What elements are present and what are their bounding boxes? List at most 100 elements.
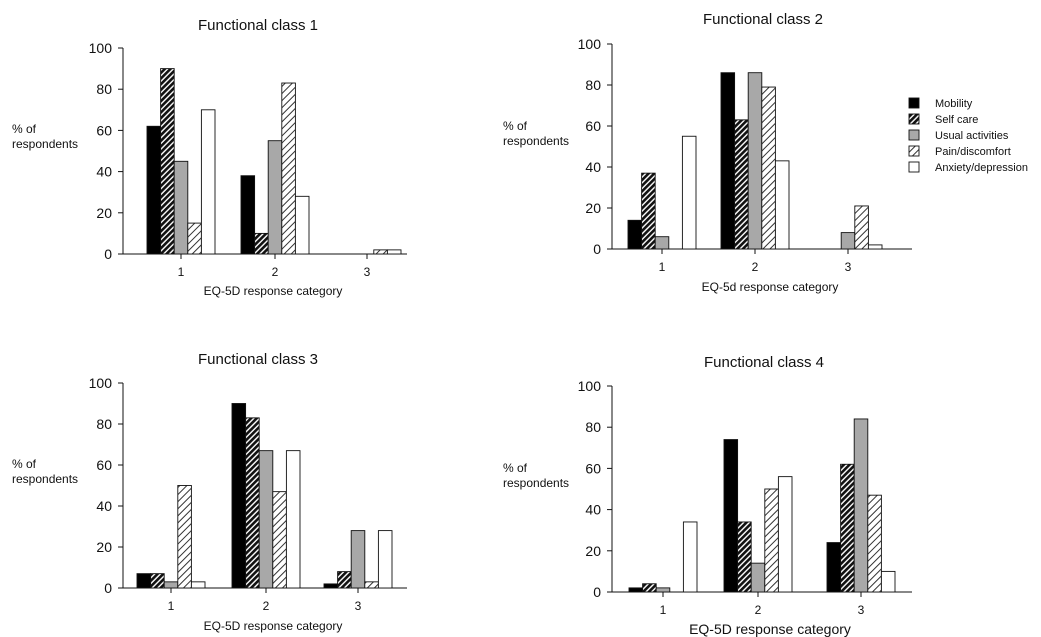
bar-anxiety-depression-cat-3 bbox=[377, 530, 393, 589]
x-tick-label: 3 bbox=[355, 599, 362, 613]
y-tick-label: 60 bbox=[585, 460, 601, 476]
bar-pain-discomfort-cat-3 bbox=[373, 249, 388, 255]
chart-panel-4: Functional class 4 0 20 40 60 80 100 1 2 3 % of res… bbox=[503, 354, 912, 637]
bar-mobility-cat-1 bbox=[627, 219, 643, 250]
bar-pain-discomfort-cat-3 bbox=[364, 581, 379, 589]
x-tick-label: 1 bbox=[659, 260, 666, 274]
bar-self-care-cat-2 bbox=[734, 119, 749, 250]
legend-swatch bbox=[908, 129, 920, 141]
bar-usual-activities-cat-3 bbox=[853, 418, 869, 593]
legend-swatch bbox=[908, 161, 920, 173]
bar-self-care-cat-2 bbox=[254, 232, 269, 255]
bar-anxiety-depression-cat-2 bbox=[774, 160, 790, 250]
bar-pain-discomfort-cat-2 bbox=[272, 491, 287, 589]
bar-anxiety-depression-cat-3 bbox=[880, 570, 896, 593]
y-tick-label: 40 bbox=[585, 159, 601, 175]
legend-label: Usual activities bbox=[935, 130, 1009, 142]
panel-title: Functional class 2 bbox=[703, 11, 823, 28]
x-tick-label: 2 bbox=[272, 265, 279, 279]
x-axis-label: EQ-5D response category bbox=[204, 619, 343, 633]
bar-pain-discomfort-cat-1 bbox=[187, 222, 202, 255]
x-tick-label: 1 bbox=[660, 603, 667, 617]
bar-anxiety-depression-cat-1 bbox=[682, 521, 698, 593]
x-axis-label: EQ-5D response category bbox=[204, 284, 343, 298]
bar-mobility-cat-1 bbox=[146, 125, 162, 255]
bar-anxiety-depression-cat-1 bbox=[200, 109, 216, 255]
x-tick-label: 3 bbox=[845, 260, 852, 274]
legend-label: Anxiety/depression bbox=[935, 162, 1028, 174]
legend-swatch bbox=[908, 97, 920, 109]
y-tick-label: 20 bbox=[585, 543, 601, 559]
bar-anxiety-depression-cat-3 bbox=[386, 249, 402, 255]
bar-self-care-cat-3 bbox=[337, 571, 352, 589]
bar-usual-activities-cat-2 bbox=[750, 562, 766, 593]
y-tick-label: 80 bbox=[96, 416, 112, 432]
y-tick-label: 80 bbox=[585, 77, 601, 93]
panel-title: Functional class 4 bbox=[704, 354, 824, 371]
legend-label: Pain/discomfort bbox=[935, 146, 1011, 158]
y-tick-label: 100 bbox=[89, 40, 113, 56]
y-tick-label: 20 bbox=[96, 539, 112, 555]
x-tick-label: 1 bbox=[178, 265, 185, 279]
bar-usual-activities-cat-2 bbox=[258, 450, 274, 589]
bar-usual-activities-cat-1 bbox=[654, 236, 670, 250]
bar-usual-activities-cat-1 bbox=[655, 587, 671, 593]
bar-anxiety-depression-cat-2 bbox=[294, 195, 310, 255]
panel-title: Functional class 3 bbox=[198, 351, 318, 368]
bar-pain-discomfort-cat-1 bbox=[177, 485, 192, 589]
bar-anxiety-depression-cat-2 bbox=[777, 476, 793, 593]
y-tick-label: 60 bbox=[96, 457, 112, 473]
y-tick-label: 0 bbox=[593, 584, 601, 600]
bar-usual-activities-cat-2 bbox=[267, 140, 283, 255]
legend-swatch bbox=[908, 113, 920, 125]
bar-pain-discomfort-cat-2 bbox=[761, 86, 776, 250]
bar-self-care-cat-1 bbox=[150, 573, 165, 589]
x-axis-label: EQ-5D response category bbox=[689, 621, 851, 637]
bar-self-care-cat-2 bbox=[245, 417, 260, 589]
x-tick-label: 3 bbox=[858, 603, 865, 617]
bar-pain-discomfort-cat-3 bbox=[867, 494, 882, 593]
y-axis-label: % of respondents bbox=[12, 457, 78, 486]
y-tick-label: 0 bbox=[104, 246, 112, 262]
x-tick-label: 3 bbox=[364, 265, 371, 279]
bar-mobility-cat-1 bbox=[628, 587, 644, 593]
bar-self-care-cat-3 bbox=[840, 463, 855, 593]
bar-self-care-cat-1 bbox=[641, 172, 656, 250]
y-tick-label: 0 bbox=[104, 580, 112, 596]
y-tick-label: 20 bbox=[96, 205, 112, 221]
y-tick-label: 40 bbox=[585, 502, 601, 518]
y-tick-label: 80 bbox=[585, 419, 601, 435]
legend-swatch bbox=[908, 145, 920, 157]
bar-mobility-cat-2 bbox=[231, 403, 247, 589]
y-tick-label: 100 bbox=[89, 375, 113, 391]
bar-usual-activities-cat-3 bbox=[840, 232, 856, 250]
x-tick-label: 2 bbox=[755, 603, 762, 617]
bar-mobility-cat-2 bbox=[720, 72, 736, 250]
bar-pain-discomfort-cat-3 bbox=[854, 205, 869, 250]
y-tick-label: 20 bbox=[585, 200, 601, 216]
y-tick-label: 80 bbox=[96, 81, 112, 97]
y-tick-label: 40 bbox=[96, 164, 112, 180]
bar-anxiety-depression-cat-3 bbox=[867, 244, 883, 250]
bar-mobility-cat-3 bbox=[826, 542, 842, 593]
bar-usual-activities-cat-3 bbox=[350, 530, 366, 589]
bar-mobility-cat-1 bbox=[136, 573, 152, 589]
bar-mobility-cat-2 bbox=[240, 175, 256, 255]
y-tick-label: 100 bbox=[578, 36, 602, 52]
y-tick-label: 0 bbox=[593, 241, 601, 257]
bar-usual-activities-cat-1 bbox=[173, 160, 189, 255]
y-tick-label: 60 bbox=[96, 122, 112, 138]
bar-pain-discomfort-cat-2 bbox=[764, 488, 779, 593]
legend: Mobility Self care Usual activities Pain/di… bbox=[908, 97, 1028, 174]
bar-mobility-cat-2 bbox=[723, 439, 739, 593]
y-tick-label: 40 bbox=[96, 498, 112, 514]
y-tick-label: 100 bbox=[578, 378, 602, 394]
y-axis-label: % of respondents bbox=[503, 119, 569, 148]
bar-pain-discomfort-cat-2 bbox=[281, 82, 296, 255]
x-axis-label: EQ-5d response category bbox=[702, 280, 839, 294]
y-axis-label: % of respondents bbox=[503, 461, 569, 490]
y-tick-label: 60 bbox=[585, 118, 601, 134]
legend-label: Self care bbox=[935, 114, 978, 126]
x-tick-label: 1 bbox=[168, 599, 175, 613]
